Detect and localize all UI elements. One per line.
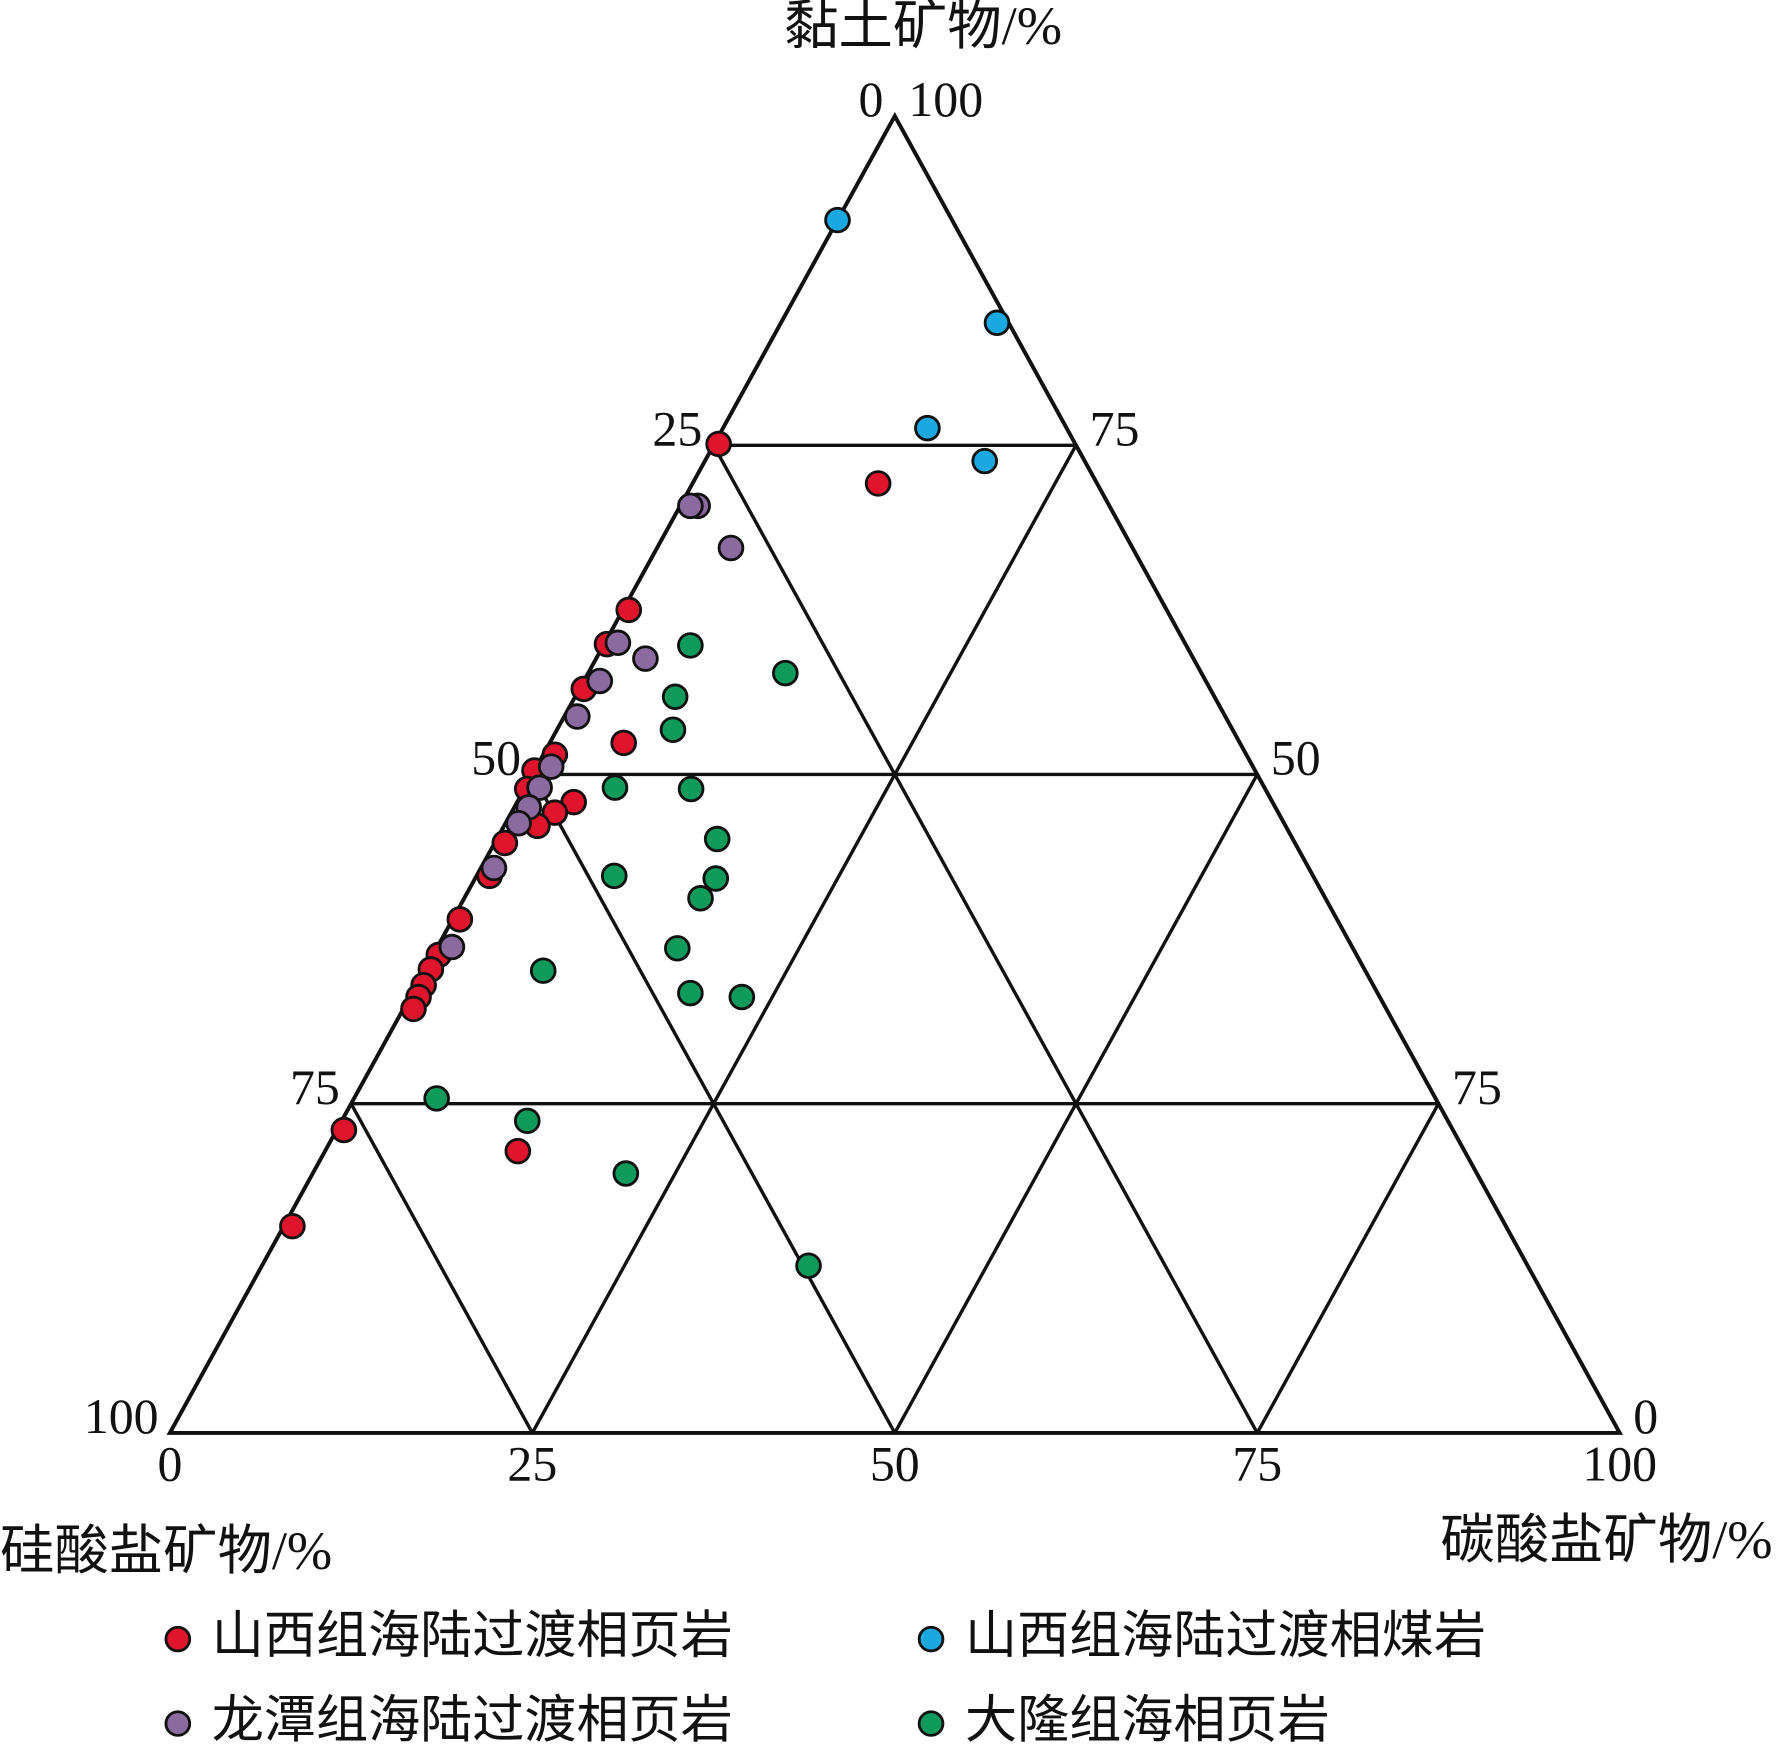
data-point [446,906,474,933]
left-tick-label: 100 [84,1389,159,1444]
grid [349,443,1440,1434]
bottom-tick-label: 25 [507,1436,557,1491]
right-tick-label: 100 [908,72,983,127]
data-point [541,799,569,826]
right-tick-label: 75 [1452,1060,1502,1115]
top-axis-title: 黏土矿物/% [784,0,1062,56]
grid-line [349,1102,534,1434]
bottom-tick-label: 75 [1232,1436,1282,1491]
data-point [632,645,659,672]
data-point [526,774,553,801]
data-point [677,632,704,659]
data-point [772,659,799,687]
data-point [610,729,637,757]
data-point [438,933,466,961]
data-point [687,885,714,912]
legend-marker [164,1710,192,1737]
data-point [601,774,629,801]
data-point [677,979,704,1007]
bottom-tick-label: 0 [157,1436,182,1491]
data-point [612,1160,640,1187]
data-point [537,753,565,780]
legend-marker [917,1710,945,1737]
data-point [529,957,557,984]
data-point [330,1116,358,1144]
data-point [703,825,731,853]
legend-label: 大隆组海相页岩 [965,1693,1330,1750]
data-point [480,854,508,882]
left-axis-title: 硅酸盐矿物/% [0,1521,332,1581]
data-point [423,1085,450,1112]
data-point [664,935,691,962]
legend-marker [164,1625,192,1653]
right-axis-title: 碳酸盐矿物/% [1440,1510,1772,1570]
data-point [604,629,632,657]
data-point [705,430,732,458]
data-point [659,716,687,743]
bottom-tick-label: 100 [1582,1436,1657,1491]
right-tick-label: 0 [1633,1389,1658,1444]
left-tick-label: 75 [290,1060,340,1115]
data-point [677,492,704,520]
grid-line [893,773,1259,1434]
data-point [728,983,756,1011]
right-tick-label: 75 [1090,401,1140,456]
data-point [864,470,892,497]
data-point [971,447,998,475]
left-tick-label: 25 [652,401,702,456]
grid-line [712,444,1259,1434]
legend-marker [917,1625,945,1653]
data-point [824,206,851,234]
right-tick-label: 50 [1271,731,1321,786]
data-point [400,995,427,1023]
left-tick-label: 0 [859,72,884,127]
data-point [914,414,941,442]
data-point [586,667,614,695]
legend-label: 山西组海陆过渡相页岩 [212,1608,733,1665]
legend-label: 龙潭组海陆过渡相页岩 [212,1693,733,1750]
legend-label: 山西组海陆过渡相煤岩 [965,1608,1486,1665]
data-point [661,683,689,711]
data-point [983,309,1011,337]
data-point [795,1252,822,1279]
data-point [505,809,532,837]
data-point [279,1212,306,1240]
left-tick-label: 50 [471,731,521,786]
bottom-tick-label: 50 [870,1436,920,1491]
data-point [600,862,628,890]
data-point [702,865,730,892]
data-point [615,596,643,624]
data-point [677,775,705,803]
data-point [491,829,519,857]
data-point [513,1107,541,1135]
data-point [504,1137,532,1165]
data-point [717,534,745,562]
grid-line [1255,1102,1440,1434]
data-point [563,703,591,730]
grid-line [530,444,1078,1434]
